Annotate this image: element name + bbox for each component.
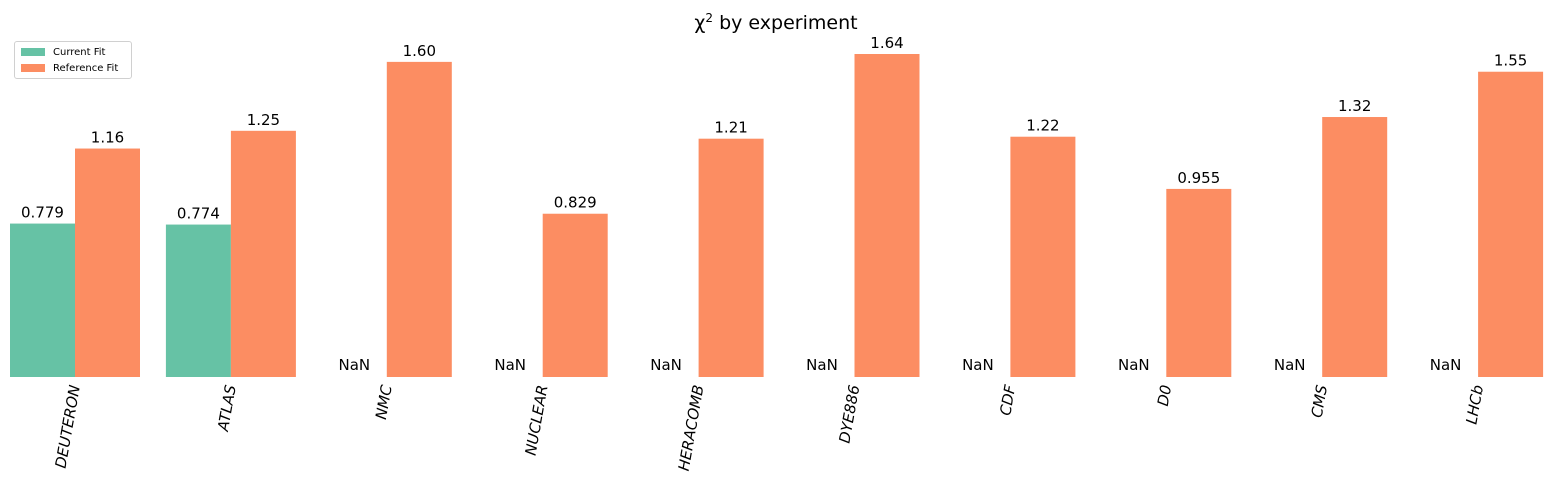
x-tick-label: NUCLEAR: [522, 384, 552, 457]
bar-reference-nmc: [386, 61, 452, 377]
legend-swatch-reference-fit: [21, 64, 45, 72]
x-tick-label: HERACOMB: [675, 384, 708, 473]
bar-value-label: 0.779: [21, 204, 64, 222]
x-tick-label: CMS: [1308, 383, 1332, 419]
bar-value-label: 1.32: [1338, 97, 1371, 115]
legend-item-reference-fit: Reference Fit: [21, 61, 118, 75]
bar-value-label: 1.25: [247, 111, 280, 129]
bar-reference-cms: [1322, 117, 1388, 378]
bar-value-label: 1.64: [870, 34, 903, 52]
x-tick-labels: DEUTERON ATLAS NMC NUCLEAR HERACOMB DYE886 CDF…: [52, 383, 1487, 472]
x-tick-label: CDF: [996, 383, 1019, 417]
bar-value-label: 0.955: [1177, 169, 1220, 187]
legend-swatch-current-fit: [21, 48, 45, 56]
bar-reference-deuteron: [75, 148, 140, 377]
x-tick-label: NMC: [372, 383, 396, 421]
bar-nan-label: NaN: [1274, 356, 1306, 374]
chart-title: χ2 by experiment: [694, 11, 857, 34]
x-tick-label: ATLAS: [214, 383, 240, 433]
bar-value-label: 1.16: [91, 129, 124, 147]
bar-reference-heracomb: [698, 138, 764, 377]
bar-nan-label: NaN: [806, 356, 838, 374]
bar-value-label: 1.21: [714, 119, 747, 137]
x-tick-label: LHCb: [1462, 384, 1487, 426]
x-tick-label: D0: [1154, 384, 1175, 408]
bar-value-label: 1.60: [403, 42, 436, 60]
bar-value-label: 0.829: [554, 194, 597, 212]
bar-nan-label: NaN: [1430, 356, 1462, 374]
bar-current-deuteron: [10, 223, 75, 377]
bar-reference-nuclear: [542, 213, 608, 377]
bar-nan-label: NaN: [1118, 356, 1150, 374]
x-tick-label: DYE886: [835, 384, 863, 445]
x-tick-label: DEUTERON: [52, 384, 84, 470]
bar-current-atlas: [165, 224, 231, 377]
bar-labels-group: 0.779 1.16 0.774 1.25 NaN 1.60 NaN 0.829 NaN 1.21…: [21, 34, 1527, 374]
bars-group: [10, 54, 1544, 378]
bar-nan-label: NaN: [338, 356, 370, 374]
bar-reference-dye886: [854, 54, 920, 377]
bar-nan-label: NaN: [494, 356, 526, 374]
bar-reference-lhcb: [1478, 71, 1544, 377]
bar-value-label: 1.22: [1026, 117, 1059, 135]
bar-reference-cdf: [1010, 136, 1076, 377]
legend-item-current-fit: Current Fit: [21, 45, 105, 59]
legend: Current Fit Reference Fit: [14, 41, 132, 79]
bar-nan-label: NaN: [650, 356, 682, 374]
bar-value-label: 0.774: [177, 205, 220, 223]
bar-value-label: 1.55: [1494, 52, 1527, 70]
bar-reference-d0: [1166, 188, 1232, 377]
bar-nan-label: NaN: [962, 356, 994, 374]
legend-label-reference-fit: Reference Fit: [53, 62, 119, 74]
legend-label-current-fit: Current Fit: [53, 46, 106, 58]
bar-reference-atlas: [230, 130, 296, 377]
